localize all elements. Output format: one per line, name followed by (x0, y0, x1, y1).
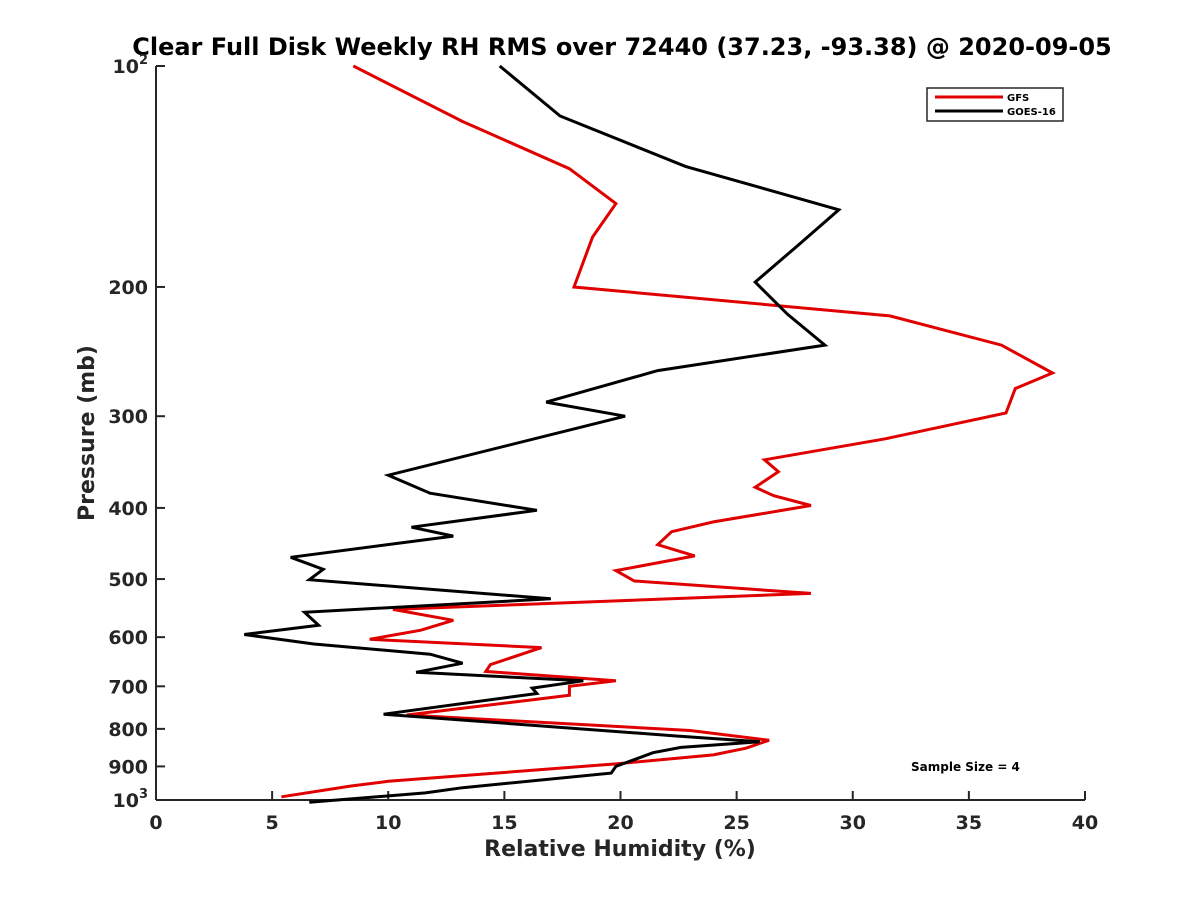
y-tick-label: 103 (113, 787, 149, 812)
y-tick-label: 700 (108, 676, 148, 698)
y-tick-label: 800 (108, 719, 148, 741)
legend-label: GOES-16 (1007, 107, 1056, 118)
y-axis-label: Pressure (mb) (75, 345, 100, 521)
y-tick-label: 102 (113, 53, 149, 78)
x-tick-label: 30 (840, 812, 866, 834)
x-tick-label: 20 (607, 812, 633, 834)
series-line-gfs (281, 64, 1056, 799)
chart-title: Clear Full Disk Weekly RH RMS over 72440… (132, 33, 1112, 61)
axes: 0 5 10 15 20 25 30 35 40 102 200 300 400 500 600 700 800… (108, 53, 1098, 834)
x-tick-label: 15 (491, 812, 517, 834)
x-tick-label: 5 (266, 812, 279, 834)
legend-label: GFS (1007, 93, 1029, 104)
series-layer (244, 64, 1056, 804)
y-tick-label: 200 (108, 277, 148, 299)
series-line-goes-16 (244, 64, 842, 804)
sample-size-annotation: Sample Size = 4 (911, 760, 1020, 774)
x-tick-label: 10 (375, 812, 401, 834)
legend: GFS GOES-16 (926, 87, 1064, 122)
x-tick-label: 25 (723, 812, 749, 834)
x-tick-label: 35 (956, 812, 982, 834)
y-tick-label: 500 (108, 569, 148, 591)
y-tick-label: 900 (108, 756, 148, 778)
y-tick-label: 400 (108, 498, 148, 520)
legend-box (926, 87, 1064, 122)
y-tick-label: 600 (108, 627, 148, 649)
y-tick-label: 300 (108, 406, 148, 428)
x-tick-label: 40 (1072, 812, 1098, 834)
x-axis-label: Relative Humidity (%) (484, 837, 756, 862)
x-tick-label: 0 (149, 812, 162, 834)
